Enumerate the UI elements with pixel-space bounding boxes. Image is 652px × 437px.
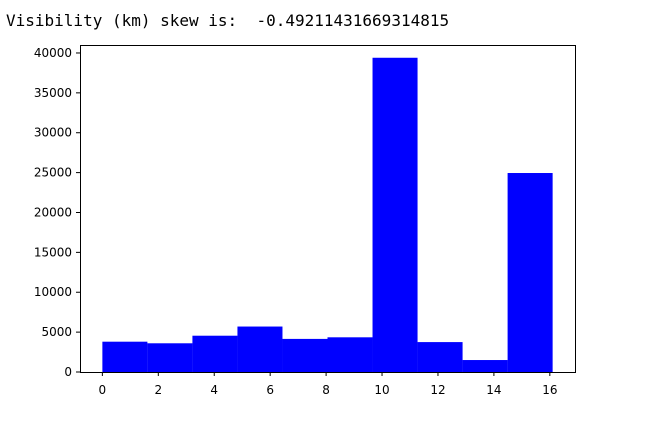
x-tick-label-2: 4 xyxy=(210,383,218,397)
histogram-bar-2 xyxy=(192,335,238,372)
x-tick-label-1: 2 xyxy=(154,383,162,397)
histogram-bar-9 xyxy=(507,173,553,372)
y-tick-label-7: 35000 xyxy=(34,86,72,100)
output-text: Visibility (km) skew is: -0.492114316693… xyxy=(6,11,450,30)
x-tick-label-7: 14 xyxy=(486,383,501,397)
histogram-bar-8 xyxy=(462,360,508,372)
x-tick-label-4: 8 xyxy=(322,383,330,397)
y-tick-label-6: 30000 xyxy=(34,126,72,140)
x-tick-label-8: 16 xyxy=(542,383,557,397)
histogram-bar-5 xyxy=(327,337,373,372)
y-axis: 0 5000 10000 15000 20000 25000 30000 35000 40000 xyxy=(34,46,80,379)
x-tick-label-3: 6 xyxy=(266,383,274,397)
x-tick-label-5: 10 xyxy=(374,383,389,397)
histogram-bar-7 xyxy=(417,342,463,372)
y-tick-label-4: 20000 xyxy=(34,205,72,219)
histogram-bar-0 xyxy=(102,341,148,372)
y-tick-label-1: 5000 xyxy=(41,325,72,339)
histogram-bar-1 xyxy=(147,343,193,372)
plot-frame xyxy=(80,45,576,373)
histogram-bar-6 xyxy=(372,57,418,372)
bars-group xyxy=(102,57,553,372)
y-tick-label-2: 10000 xyxy=(34,285,72,299)
y-tick-label-8: 40000 xyxy=(34,46,72,60)
histogram-bar-4 xyxy=(282,338,328,372)
y-tick-label-0: 0 xyxy=(64,365,72,379)
y-tick-label-5: 25000 xyxy=(34,166,72,180)
x-axis: 0 2 4 6 8 10 12 14 16 xyxy=(99,372,557,397)
x-tick-label-6: 12 xyxy=(430,383,445,397)
x-tick-label-0: 0 xyxy=(99,383,107,397)
y-tick-label-3: 15000 xyxy=(34,245,72,259)
histogram-bar-3 xyxy=(237,326,283,372)
